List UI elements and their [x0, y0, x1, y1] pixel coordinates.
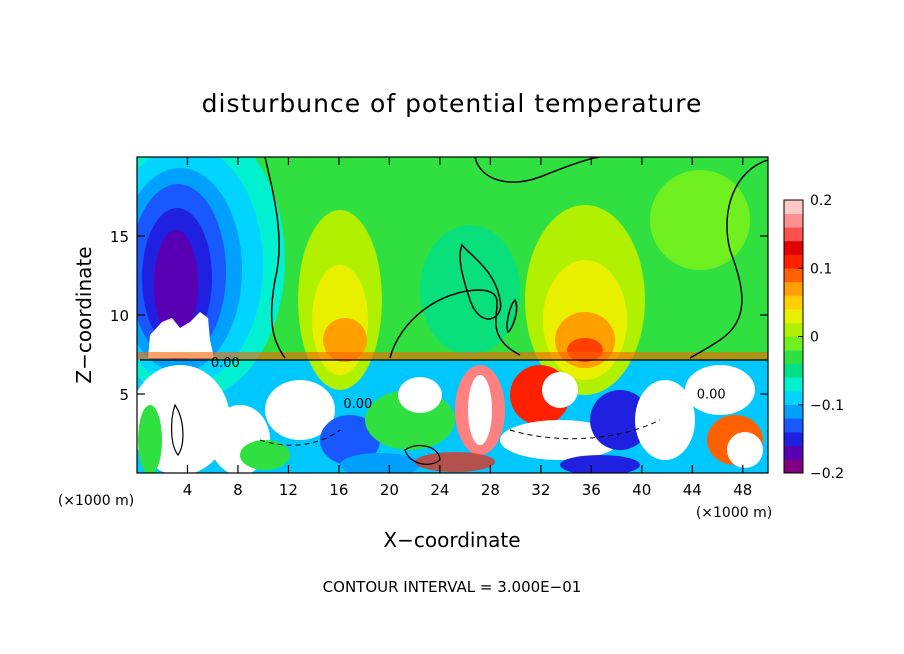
lower-blob [340, 453, 420, 473]
x-tick-label: 12 [279, 481, 298, 499]
zero-contour [389, 289, 521, 359]
x-tick-label: 8 [233, 481, 243, 499]
colorbar-cell [784, 281, 803, 296]
colorbar: 0.2 0.1 0 −0.1 −0.2 [783, 193, 844, 482]
colorbar-cell [784, 445, 803, 460]
cold-region-core [154, 230, 198, 340]
lower-blob [265, 380, 335, 440]
dashed-contour [509, 419, 661, 440]
dashed-contour [259, 429, 341, 446]
lower-blob [727, 432, 763, 468]
colorbar-cell [784, 336, 803, 351]
lower-blob [590, 390, 650, 450]
warm-region-a-inner [323, 318, 367, 362]
colorbar-cell [784, 404, 803, 419]
colorbar-tick-label: 0.2 [810, 193, 832, 209]
x-unit-left: (×1000 m) [58, 493, 134, 509]
x-tick-label: 16 [329, 481, 348, 499]
x-tick-label: 32 [531, 481, 550, 499]
colorbar-cell [784, 363, 803, 378]
x-axis-label: X−coordinate [383, 528, 520, 552]
colorbar-cell [784, 200, 803, 214]
zero-contour [264, 157, 286, 359]
zero-contour [474, 157, 601, 183]
colorbar-tick-label: −0.1 [810, 398, 844, 414]
x-tick-label: 24 [430, 481, 449, 499]
x-axis: 4 8 12 16 20 24 28 32 36 40 44 48 [183, 157, 752, 499]
x-tick-label: 48 [733, 481, 752, 499]
lower-blob [415, 452, 495, 472]
lower-blob [500, 420, 620, 460]
zero-contour [689, 159, 768, 359]
colorbar-cell [784, 227, 803, 242]
x-tick-label: 44 [683, 481, 702, 499]
colorbar-cell [784, 213, 803, 228]
y-tick-label: 15 [110, 228, 129, 246]
contour-interval-note: CONTOUR INTERVAL = 3.000E−01 [323, 578, 582, 596]
colorbar-cell [784, 295, 803, 310]
x-tick-label: 28 [481, 481, 500, 499]
colorbar-cell [784, 377, 803, 392]
y-tick-label: 5 [119, 386, 129, 404]
zero-contour [459, 243, 502, 320]
lower-blob [635, 380, 695, 460]
contour-label: 0.00 [343, 397, 372, 412]
colorbar-cell [784, 432, 803, 446]
colorbar-cell [784, 459, 803, 474]
contour-label: 0.00 [697, 388, 726, 403]
lower-blob [685, 365, 755, 415]
colorbar-cell [784, 309, 803, 324]
lower-blob [320, 415, 380, 465]
lower-blob [560, 455, 640, 473]
y-axis: 5 10 15 [110, 228, 768, 404]
colorbar-cell [784, 418, 803, 433]
x-tick-label: 40 [632, 481, 651, 499]
lower-blob [138, 405, 162, 473]
zero-contour [171, 403, 184, 457]
colorbar-tick-label: −0.2 [810, 466, 844, 482]
colorbar-cell [784, 268, 803, 283]
chart-title: disturbunce of potential temperature [202, 89, 703, 118]
lower-blob [468, 375, 492, 445]
y-tick-label: 10 [110, 307, 129, 325]
x-tick-label: 20 [380, 481, 399, 499]
x-unit-right: (×1000 m) [696, 505, 772, 521]
warm-region-top [650, 170, 750, 270]
contour-label: 0.00 [211, 356, 240, 371]
contour-labels: 0.00 0.00 0.00 [211, 356, 726, 412]
lower-blob [398, 377, 442, 413]
heatmap-field [137, 157, 768, 473]
cold-region-white-cap [148, 312, 214, 358]
lower-blob [240, 440, 290, 470]
y-axis-label: Z−coordinate [72, 246, 96, 383]
zero-contour [404, 445, 441, 465]
colorbar-cell [784, 350, 803, 365]
x-tick-label: 36 [582, 481, 601, 499]
colorbar-tick-label: 0 [810, 330, 819, 346]
colorbar-cell [784, 391, 803, 406]
x-tick-label: 4 [183, 481, 193, 499]
lower-blob [542, 372, 578, 408]
zero-contour [506, 298, 518, 334]
colorbar-cell [784, 240, 803, 255]
colorbar-cell [784, 254, 803, 269]
colorbar-tick-label: 0.1 [810, 261, 832, 277]
colorbar-cell [784, 322, 803, 337]
warm-band-interface [137, 352, 768, 360]
